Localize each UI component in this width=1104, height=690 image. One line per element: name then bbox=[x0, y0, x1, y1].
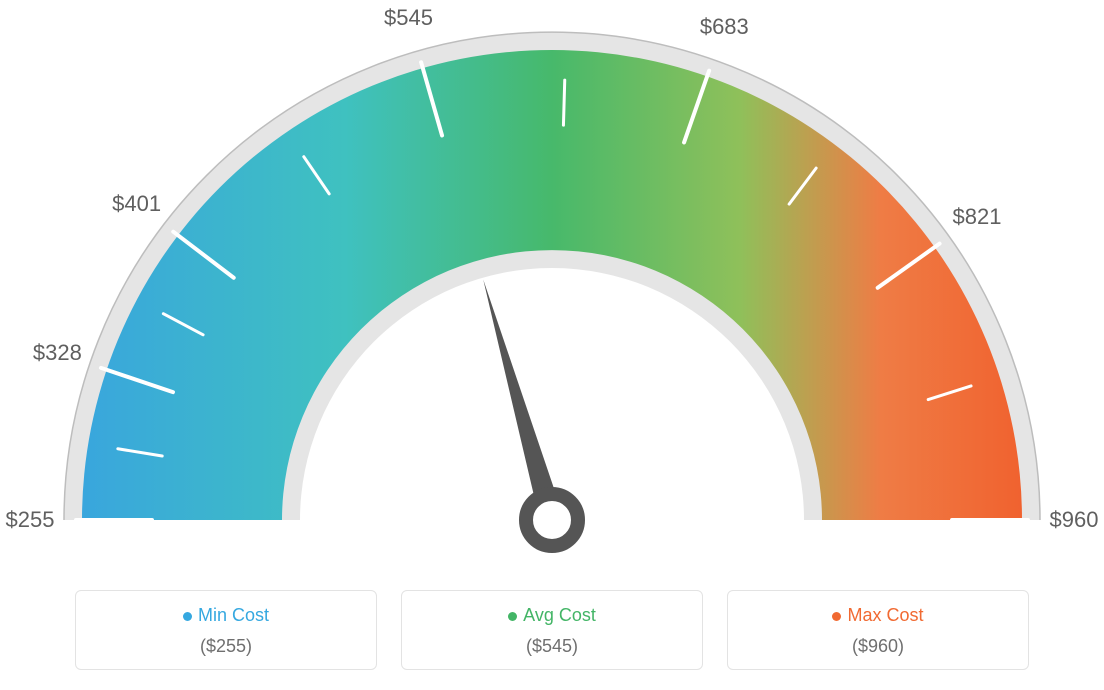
legend-dot-avg bbox=[508, 612, 517, 621]
legend-label-max: Max Cost bbox=[847, 605, 923, 625]
gauge-tick-label: $328 bbox=[33, 340, 82, 366]
legend-title-max: Max Cost bbox=[728, 605, 1028, 626]
cost-gauge-chart: $255 $328 $401 $545 $683 $821 $960 Min Cost ($… bbox=[0, 0, 1104, 690]
legend-dot-min bbox=[183, 612, 192, 621]
legend-value-min: ($255) bbox=[76, 636, 376, 657]
gauge-svg bbox=[0, 0, 1104, 560]
legend-row: Min Cost ($255) Avg Cost ($545) Max Cost… bbox=[0, 590, 1104, 670]
gauge-tick-label: $545 bbox=[384, 5, 433, 31]
legend-label-avg: Avg Cost bbox=[523, 605, 596, 625]
legend-title-min: Min Cost bbox=[76, 605, 376, 626]
legend-label-min: Min Cost bbox=[198, 605, 269, 625]
gauge-tick-label: $683 bbox=[700, 14, 749, 40]
legend-title-avg: Avg Cost bbox=[402, 605, 702, 626]
legend-dot-max bbox=[832, 612, 841, 621]
legend-card-avg: Avg Cost ($545) bbox=[401, 590, 703, 670]
legend-card-min: Min Cost ($255) bbox=[75, 590, 377, 670]
gauge-tick-label: $821 bbox=[953, 204, 1002, 230]
legend-value-avg: ($545) bbox=[402, 636, 702, 657]
gauge-tick-label: $255 bbox=[6, 507, 55, 533]
legend-card-max: Max Cost ($960) bbox=[727, 590, 1029, 670]
gauge-tick-label: $960 bbox=[1050, 507, 1099, 533]
legend-value-max: ($960) bbox=[728, 636, 1028, 657]
gauge-area: $255 $328 $401 $545 $683 $821 $960 bbox=[0, 0, 1104, 560]
gauge-tick-label: $401 bbox=[112, 191, 161, 217]
